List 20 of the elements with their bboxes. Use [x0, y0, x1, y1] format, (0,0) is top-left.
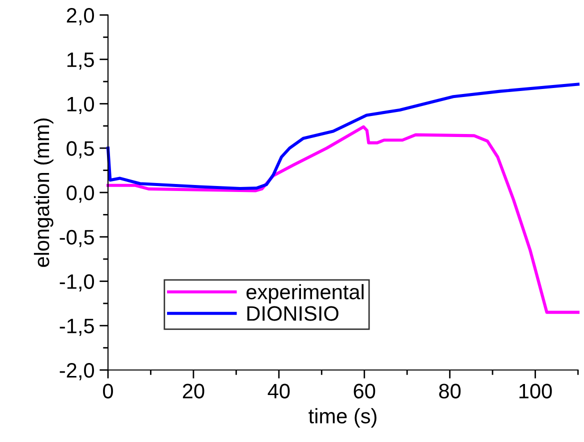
y-tick-label: 0,5	[66, 141, 94, 158]
y-tick-label: -0,5	[60, 230, 94, 248]
x-tick-label: 40	[268, 384, 290, 398]
y-axis-title: elongation (mm)	[34, 118, 54, 267]
y-tick-label: 2,0	[66, 8, 94, 26]
legend-label: experimental	[246, 284, 364, 304]
x-tick-label: 60	[354, 384, 376, 398]
y-tick-label: -1,0	[60, 274, 94, 292]
y-tick-label: 0,0	[66, 186, 94, 203]
y-tick-label: 1,5	[67, 52, 94, 70]
y-tick-label: -1,5	[60, 318, 94, 336]
x-tick-label: 0	[103, 384, 113, 398]
y-tick-label: 1,0	[67, 96, 94, 114]
x-tick-label: 100	[519, 384, 552, 398]
x-tick-label: 80	[439, 384, 461, 398]
x-tick-label: 20	[182, 384, 204, 398]
line-series	[106, 82, 580, 190]
x-axis-title: time (s)	[308, 408, 376, 428]
y-tick-label: -2,0	[60, 363, 94, 380]
legend-label: DIONISIO	[247, 306, 338, 321]
